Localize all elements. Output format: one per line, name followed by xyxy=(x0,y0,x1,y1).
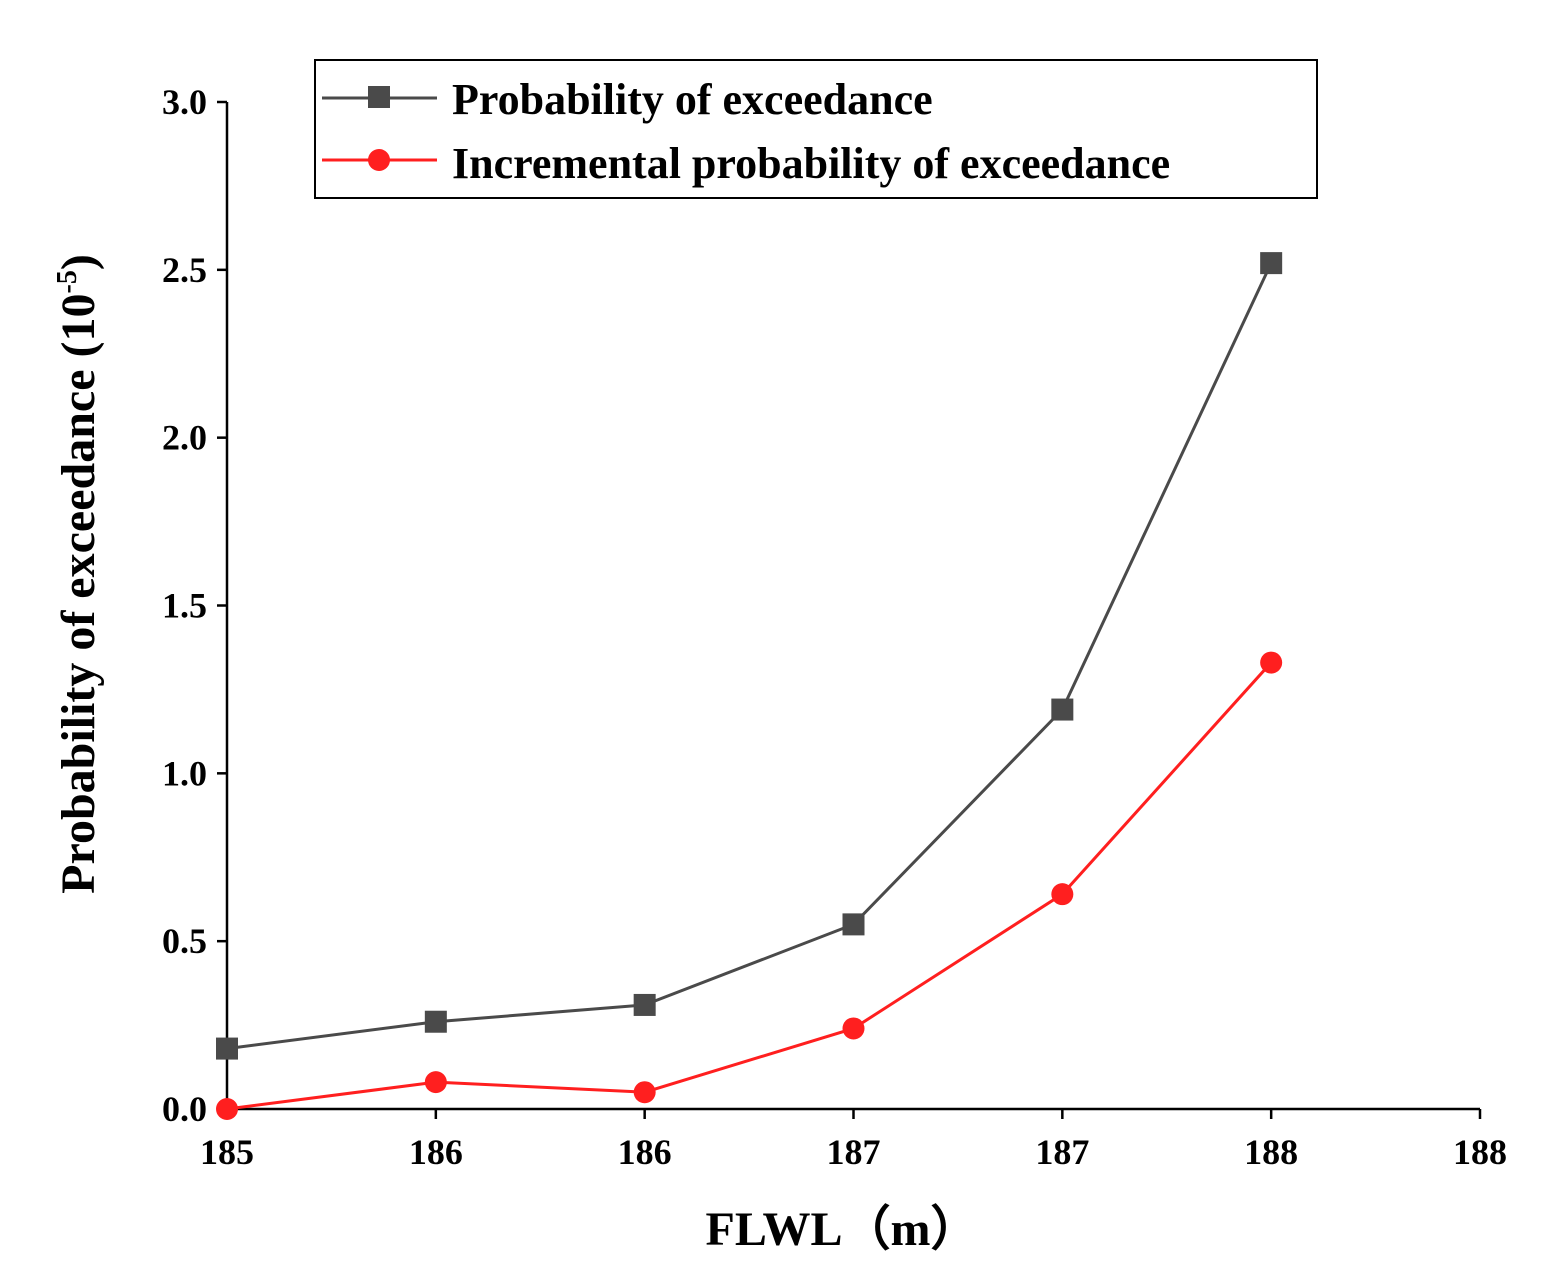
data-point-square xyxy=(1260,252,1283,275)
legend-label-series-2: Incremental probability of exceedance xyxy=(452,139,1170,188)
data-point-square xyxy=(1051,698,1074,721)
data-point-square xyxy=(633,993,656,1016)
x-axis-title: FLWL（m） xyxy=(706,1203,979,1256)
y-tick-label: 1.0 xyxy=(162,753,207,793)
x-tick-label: 187 xyxy=(1035,1132,1089,1172)
data-point-circle xyxy=(1260,651,1283,674)
legend-label-series-1: Probability of exceedance xyxy=(452,75,933,124)
y-tick-label: 1.5 xyxy=(162,586,207,626)
x-tick-label: 185 xyxy=(200,1132,254,1172)
y-tick-label: 3.0 xyxy=(162,82,207,122)
y-axis-title: Probability of exceedance (10-5) xyxy=(52,254,105,894)
data-point-square xyxy=(842,913,865,936)
series-layer xyxy=(216,252,1283,1120)
legend-marker-circle xyxy=(368,149,390,171)
x-tick-label: 186 xyxy=(409,1132,463,1172)
x-tick-label: 187 xyxy=(827,1132,881,1172)
y-axis-title-close: ) xyxy=(52,254,105,270)
x-ticks: 185 186 186 187 187 188 188 xyxy=(200,1109,1507,1172)
x-tick-label: 188 xyxy=(1244,1132,1298,1172)
data-point-circle xyxy=(842,1017,865,1040)
data-point-circle xyxy=(633,1081,656,1104)
legend-marker-square xyxy=(368,86,390,108)
data-point-circle xyxy=(1051,883,1074,906)
series-line-2 xyxy=(226,661,1273,1111)
y-tick-label: 0.0 xyxy=(162,1089,207,1129)
y-tick-label: 2.0 xyxy=(162,418,207,458)
y-ticks: 0.0 0.5 1.0 1.5 2.0 2.5 3.0 xyxy=(162,82,227,1129)
y-axis-title-main: Probability of exceedance (10 xyxy=(52,293,105,893)
y-axis-title-exponent: -5 xyxy=(52,270,83,293)
y-tick-label: 2.5 xyxy=(162,250,207,290)
legend: Probability of exceedance Incremental pr… xyxy=(314,59,1318,199)
y-tick-label: 0.5 xyxy=(162,921,207,961)
data-point-square xyxy=(424,1010,447,1033)
data-point-circle xyxy=(424,1071,447,1094)
x-tick-label: 188 xyxy=(1453,1132,1507,1172)
data-point-square xyxy=(216,1037,238,1060)
series-line-1 xyxy=(226,262,1273,1051)
data-point-circle xyxy=(216,1098,238,1120)
x-tick-label: 186 xyxy=(618,1132,672,1172)
legend-frame xyxy=(314,59,1318,199)
